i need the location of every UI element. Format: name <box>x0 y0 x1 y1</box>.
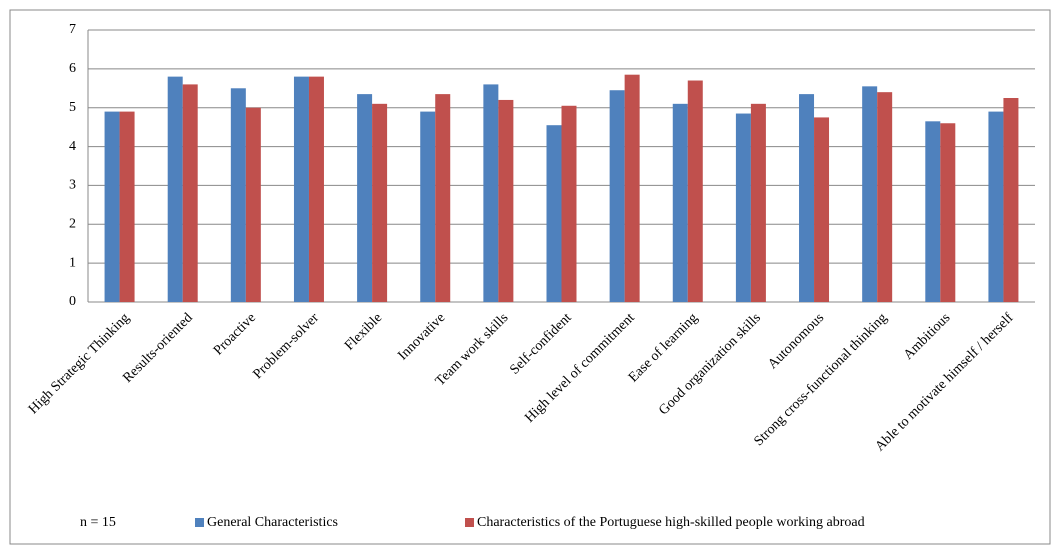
bar <box>498 99 514 302</box>
y-tick-label: 5 <box>69 100 76 115</box>
bar <box>925 121 941 302</box>
bar <box>609 90 625 302</box>
bar <box>420 111 436 302</box>
x-tick-label: Strong cross-functional thinking <box>752 310 891 449</box>
bar <box>687 80 703 302</box>
bar <box>862 86 878 302</box>
bar <box>483 84 499 303</box>
x-tick-label: Able to motivate himself / herself <box>873 310 1017 454</box>
bar <box>230 88 246 303</box>
bar <box>940 123 956 302</box>
x-tick-label: Flexible <box>342 310 385 353</box>
bar <box>1003 98 1019 302</box>
bar <box>672 103 688 302</box>
bar <box>735 113 751 303</box>
annotation: n = 15 <box>80 515 116 530</box>
bar <box>750 103 766 302</box>
bar <box>182 84 198 303</box>
y-tick-label: 4 <box>69 139 76 154</box>
bar <box>104 111 120 302</box>
bar <box>293 76 309 302</box>
bar <box>988 111 1004 302</box>
x-tick-label: Autonomous <box>765 310 827 372</box>
legend-label: General Characteristics <box>207 515 338 530</box>
y-tick-label: 3 <box>69 178 76 193</box>
bar <box>814 117 830 302</box>
y-tick-label: 7 <box>69 22 76 37</box>
x-tick-label: Proactive <box>211 310 259 358</box>
x-tick-label: High level of commitment <box>522 310 637 425</box>
x-tick-label: Ambitious <box>901 310 953 362</box>
y-tick-label: 6 <box>69 61 76 76</box>
legend-swatch <box>465 518 474 527</box>
x-tick-label: Innovative <box>395 310 448 363</box>
bar <box>877 92 893 303</box>
bar <box>119 111 135 302</box>
legend-label: Characteristics of the Portuguese high-s… <box>477 515 865 530</box>
bar <box>245 107 261 302</box>
bar <box>357 94 373 302</box>
bar <box>372 103 388 302</box>
chart-frame <box>9 9 1051 545</box>
x-tick-label: Problem-solver <box>250 310 322 382</box>
bar <box>546 125 562 302</box>
x-tick-label: Good organization skills <box>656 310 764 418</box>
y-tick-label: 1 <box>69 255 76 270</box>
bar <box>435 94 451 302</box>
y-tick-label: 2 <box>69 217 76 232</box>
bar <box>799 94 815 302</box>
bar <box>624 74 640 302</box>
bar <box>561 105 577 303</box>
bar <box>308 76 324 302</box>
y-tick-label: 0 <box>69 294 76 309</box>
bar <box>167 76 183 302</box>
legend-swatch <box>195 518 204 527</box>
x-tick-label: Self-confident <box>507 310 574 377</box>
x-tick-label: High Strategic Thinking <box>26 310 133 417</box>
